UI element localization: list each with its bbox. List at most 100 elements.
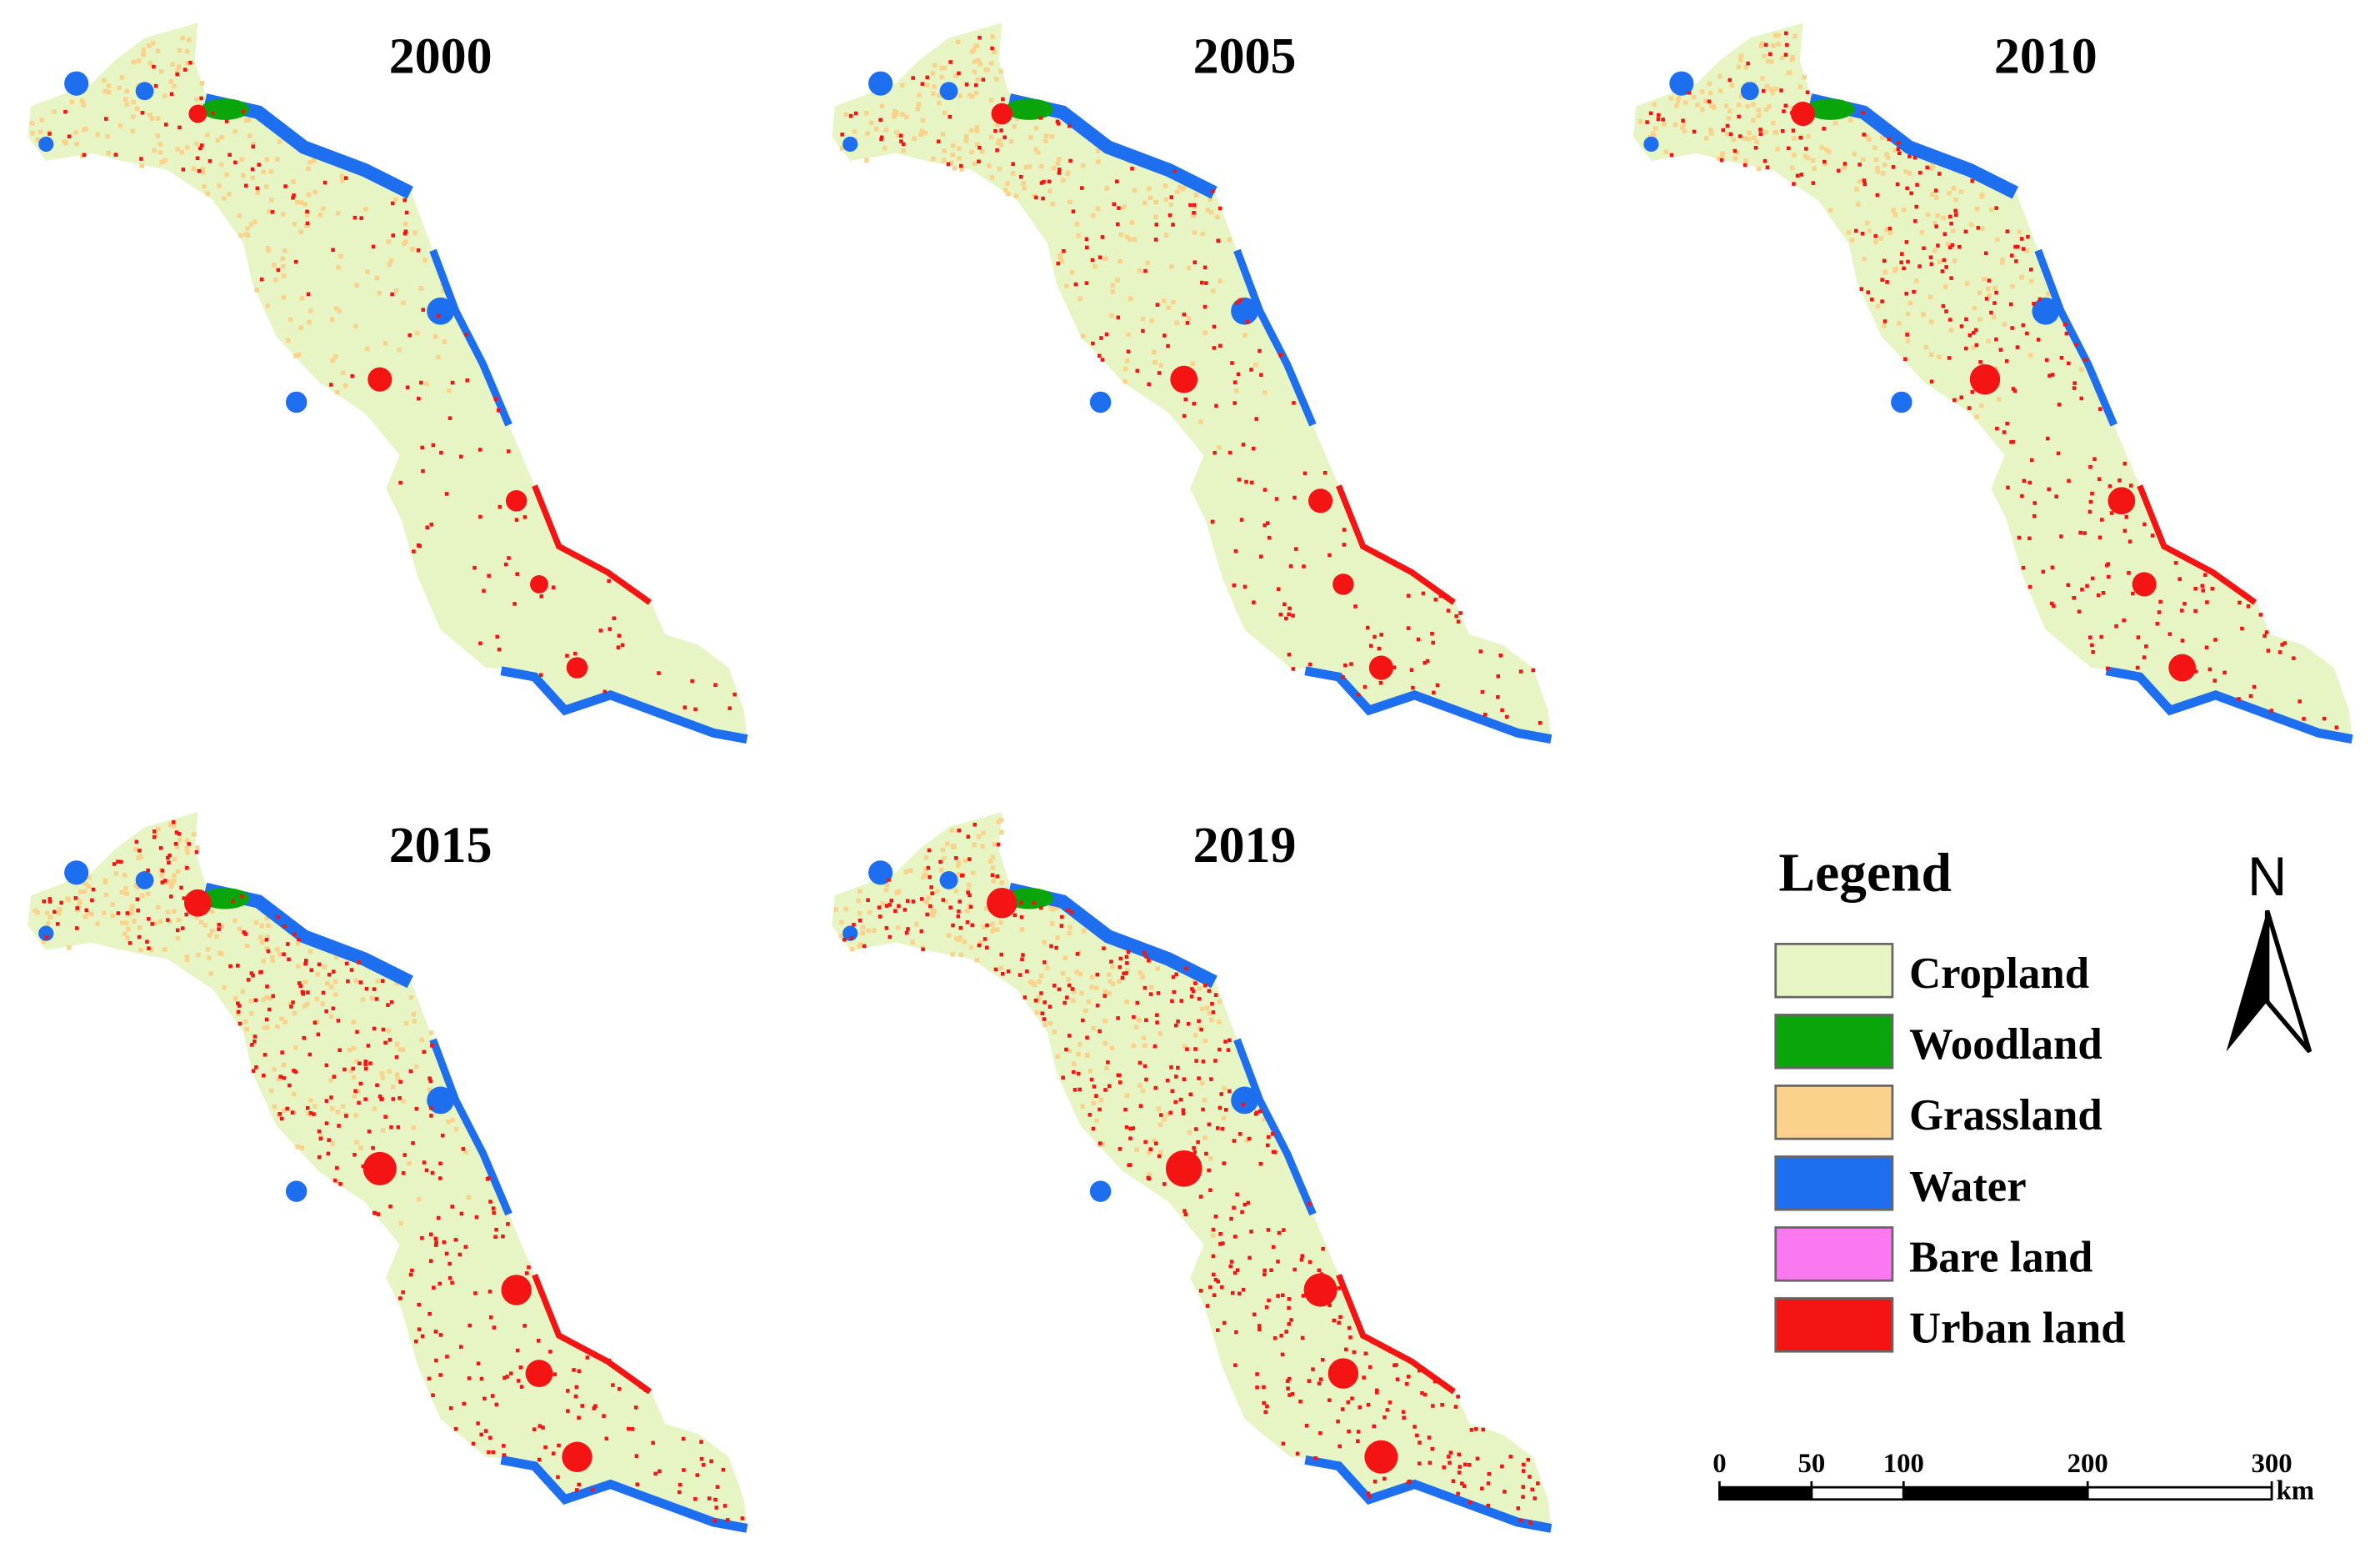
water-body bbox=[1891, 391, 1912, 413]
urban-dot bbox=[145, 939, 149, 944]
grassland-speck bbox=[1117, 979, 1122, 984]
urban-dot bbox=[1418, 1440, 1422, 1445]
urban-dot bbox=[1168, 213, 1172, 218]
water-body bbox=[64, 860, 89, 885]
urban-dot bbox=[1302, 471, 1308, 476]
urban-center bbox=[2108, 487, 2136, 515]
urban-dot bbox=[2142, 522, 2147, 527]
grassland-speck bbox=[919, 128, 925, 133]
urban-dot bbox=[978, 35, 982, 40]
urban-dot bbox=[1768, 52, 1772, 57]
urban-dot bbox=[408, 1069, 413, 1074]
urban-dot bbox=[137, 934, 142, 939]
urban-dot bbox=[862, 944, 867, 949]
urban-dot bbox=[324, 1099, 329, 1103]
urban-dot bbox=[390, 292, 394, 297]
grassland-speck bbox=[1133, 1024, 1139, 1029]
water-river bbox=[500, 666, 748, 744]
urban-dot bbox=[459, 1211, 464, 1216]
grassland-speck bbox=[149, 116, 155, 121]
grassland-speck bbox=[1089, 984, 1094, 990]
urban-dot bbox=[1229, 1216, 1233, 1221]
urban-dot bbox=[1230, 1290, 1235, 1295]
grassland-speck bbox=[950, 844, 956, 849]
urban-dot bbox=[2066, 361, 2071, 366]
urban-dot bbox=[1233, 1363, 1238, 1367]
urban-dot bbox=[948, 60, 952, 64]
urban-dot bbox=[1042, 179, 1046, 184]
grassland-speck bbox=[953, 889, 959, 894]
urban-dot bbox=[1033, 998, 1038, 1003]
urban-dot bbox=[2005, 421, 2009, 426]
grassland-speck bbox=[184, 48, 190, 54]
urban-dot bbox=[1318, 1377, 1323, 1381]
urban-dot bbox=[1056, 261, 1061, 266]
grassland-speck bbox=[1162, 183, 1168, 188]
legend-label: Grassland bbox=[1909, 1091, 2102, 1140]
grassland-speck bbox=[1134, 1147, 1139, 1152]
grassland-speck bbox=[82, 889, 88, 894]
urban-dot bbox=[358, 1061, 362, 1066]
grassland-speck bbox=[299, 296, 305, 301]
urban-dot bbox=[965, 920, 970, 924]
urban-dot bbox=[353, 1089, 358, 1094]
grassland-speck bbox=[358, 1145, 363, 1150]
urban-dot bbox=[1019, 900, 1023, 905]
grassland-speck bbox=[1072, 989, 1077, 994]
grassland-speck bbox=[296, 964, 301, 969]
grassland-speck bbox=[1092, 263, 1098, 269]
grassland-speck bbox=[1811, 158, 1816, 163]
grassland-speck bbox=[896, 133, 902, 138]
grassland-speck bbox=[1992, 285, 1998, 291]
map-panel: 2010 bbox=[1632, 23, 2353, 744]
grassland-speck bbox=[382, 341, 388, 346]
grassland-speck bbox=[1882, 163, 1888, 168]
urban-dot bbox=[1786, 146, 1791, 151]
urban-dot bbox=[1418, 1461, 1422, 1465]
grassland-speck bbox=[306, 166, 311, 172]
urban-dot bbox=[1430, 1446, 1435, 1451]
grassland-speck bbox=[945, 841, 950, 846]
grassland-speck bbox=[912, 136, 917, 142]
grassland-speck bbox=[883, 887, 889, 893]
urban-dot bbox=[324, 1009, 328, 1014]
scale-label: 0 bbox=[1712, 1449, 1726, 1479]
grassland-speck bbox=[1758, 43, 1764, 48]
grassland-speck bbox=[2024, 248, 2030, 253]
grassland-speck bbox=[243, 1019, 248, 1024]
woodland-patch bbox=[1004, 98, 1054, 120]
grassland-speck bbox=[1034, 1009, 1040, 1015]
grassland-speck bbox=[275, 1024, 280, 1029]
grassland-speck bbox=[856, 898, 861, 904]
urban-dot bbox=[1272, 1336, 1278, 1340]
urban-dot bbox=[494, 1227, 498, 1232]
urban-dot bbox=[1280, 1293, 1285, 1298]
urban-dot bbox=[1011, 162, 1015, 167]
urban-dot bbox=[1254, 417, 1258, 421]
grassland-speck bbox=[210, 929, 215, 934]
grassland-speck bbox=[1885, 155, 1891, 160]
urban-dot bbox=[1422, 1392, 1428, 1397]
urban-dot bbox=[1280, 1352, 1285, 1357]
urban-dot bbox=[1416, 637, 1421, 642]
urban-dot bbox=[1378, 680, 1383, 685]
urban-dot bbox=[1022, 995, 1028, 999]
urban-dot bbox=[1528, 1520, 1532, 1525]
grassland-speck bbox=[867, 909, 872, 914]
urban-dot bbox=[2122, 461, 2128, 466]
grassland-speck bbox=[153, 833, 158, 838]
urban-dot bbox=[1274, 497, 1279, 501]
urban-dot bbox=[178, 125, 182, 130]
grassland-speck bbox=[81, 103, 87, 108]
urban-dot bbox=[282, 952, 286, 956]
grassland-speck bbox=[1726, 116, 1732, 121]
urban-dot bbox=[59, 900, 63, 905]
urban-dot bbox=[1222, 1161, 1227, 1165]
grassland-speck bbox=[1043, 138, 1048, 143]
urban-dot bbox=[487, 1450, 491, 1455]
grassland-speck bbox=[1102, 989, 1108, 994]
urban-dot bbox=[1989, 310, 1993, 315]
urban-dot bbox=[1860, 231, 1865, 236]
grassland-speck bbox=[1848, 118, 1853, 123]
